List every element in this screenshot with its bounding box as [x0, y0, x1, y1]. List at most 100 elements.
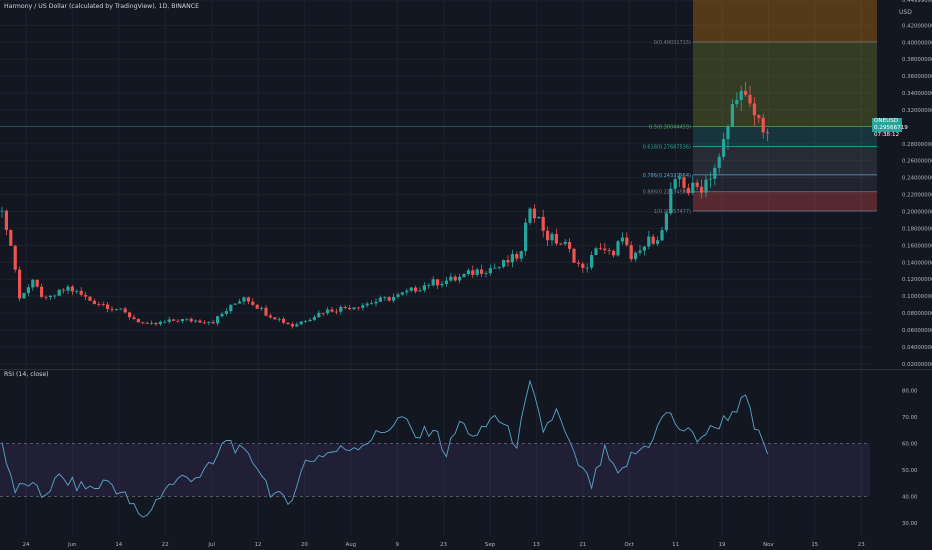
candle-body: [612, 251, 616, 256]
candle-body: [739, 90, 743, 100]
time-tick-label: 13: [533, 542, 540, 548]
candle-body: [471, 270, 475, 275]
rsi-tick-label: 50.00: [902, 468, 918, 474]
candle-body: [282, 318, 286, 323]
candle-body: [110, 308, 114, 310]
candle-body: [330, 309, 334, 312]
candle-body: [334, 311, 338, 313]
candle-body: [550, 234, 554, 241]
candle-body: [528, 208, 532, 223]
candle-body: [634, 252, 638, 260]
time-tick-label: 9: [395, 542, 399, 548]
candle-body: [273, 317, 277, 320]
candle-body: [4, 210, 8, 230]
candle-body: [722, 139, 726, 157]
candle-body: [392, 296, 396, 301]
chart-title: Harmony / US Dollar (calculated by Tradi…: [4, 3, 200, 10]
candle-body: [48, 295, 52, 298]
time-tick-label: 22: [162, 542, 169, 548]
candle-body: [136, 318, 140, 323]
fib-zone: [693, 191, 877, 212]
candle-body: [202, 322, 206, 324]
candle-body: [374, 301, 378, 304]
price-tick-label: 0.34000000: [902, 91, 932, 97]
candle-body: [651, 236, 655, 244]
time-tick-label: 11: [672, 542, 679, 548]
candle-body: [427, 285, 431, 287]
time-tick-label: 19: [719, 542, 726, 548]
candle-body: [299, 321, 303, 325]
last-price-countdown: 07:38:12: [874, 132, 900, 138]
candle-body: [607, 250, 611, 252]
candle-body: [436, 279, 440, 286]
candle-body: [365, 303, 369, 306]
candle-body: [546, 230, 550, 241]
candle-body: [757, 115, 761, 118]
price-tick-label: 0.02000000: [902, 362, 932, 368]
price-tick-label: 0.26000000: [902, 159, 932, 165]
candle-body: [88, 296, 92, 301]
price-tick-label: 0.44999000: [902, 0, 932, 4]
candle-body: [163, 321, 167, 323]
last-price-symbol: ONEUSD: [874, 118, 899, 124]
candle-body: [462, 273, 466, 277]
candle-body: [717, 156, 721, 168]
candle-body: [22, 293, 26, 299]
candle-body: [744, 90, 748, 95]
candle-body: [180, 319, 184, 322]
candle-body: [348, 307, 352, 310]
price-tick-label: 0.08000000: [902, 311, 932, 317]
candle-body: [207, 322, 211, 324]
candle-body: [189, 318, 193, 322]
rsi-tick-label: 80.00: [902, 389, 918, 395]
candle-body: [568, 241, 572, 249]
candle-body: [466, 270, 470, 274]
candle-body: [0, 210, 4, 212]
candle-body: [686, 187, 690, 193]
fib-zone: [693, 174, 877, 192]
candle-body: [510, 254, 514, 263]
candle-body: [53, 295, 57, 297]
candle-body: [766, 132, 770, 134]
last-price-tag: ONEUSD 0.29566719 07:38:12: [872, 118, 908, 138]
candle-body: [251, 301, 255, 305]
candle-body: [563, 241, 567, 244]
candle-body: [730, 104, 734, 127]
candle-body: [224, 311, 228, 314]
candle-body: [268, 315, 272, 318]
candle-body: [194, 320, 198, 322]
candle-body: [35, 279, 39, 287]
candle-body: [158, 321, 162, 325]
candle-body: [656, 240, 660, 244]
candle-body: [238, 301, 242, 304]
candle-body: [132, 317, 136, 319]
candle-body: [559, 243, 563, 245]
price-tick-label: 0.22000000: [902, 193, 932, 199]
candle-body: [101, 304, 105, 305]
candle-body: [361, 305, 365, 308]
candle-body: [26, 287, 30, 294]
candle-body: [185, 318, 189, 320]
candle-body: [141, 322, 145, 324]
rsi-line: [1, 379, 769, 518]
candle-body: [502, 260, 506, 267]
time-tick-label: 24: [23, 542, 30, 548]
candle-body: [128, 312, 132, 318]
candle-body: [84, 294, 88, 297]
rsi-title: RSI (14, close): [4, 371, 49, 378]
candle-body: [480, 269, 484, 274]
candle-body: [176, 320, 180, 322]
candle-body: [154, 322, 158, 325]
candle-body: [317, 312, 321, 318]
candle-body: [295, 324, 299, 327]
price-tick-label: 0.28000000: [902, 142, 932, 148]
rsi-tick-label: 70.00: [902, 415, 918, 421]
candle-body: [594, 248, 598, 256]
candle-body: [123, 308, 127, 313]
candle-body: [79, 290, 83, 295]
candle-body: [431, 279, 435, 286]
candle-body: [286, 322, 290, 325]
rsi-tick-label: 40.00: [902, 494, 918, 500]
candle-body: [625, 237, 629, 246]
